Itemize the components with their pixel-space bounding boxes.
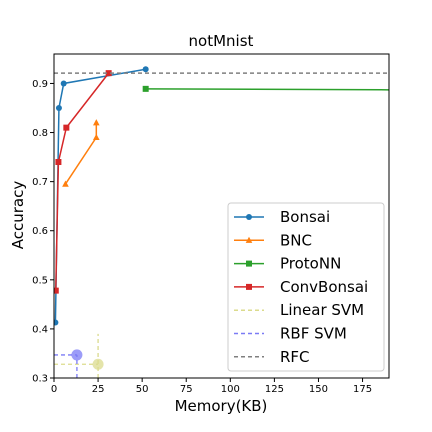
y-axis-label: Accuracy xyxy=(9,181,27,250)
series-bonsai-point-2 xyxy=(60,80,67,87)
legend-rbf-svm-label: RBF SVM xyxy=(280,325,347,343)
x-tick-label-4: 100 xyxy=(221,384,240,395)
series-protonn-line xyxy=(145,88,389,91)
series-convbonsai-line xyxy=(55,72,110,291)
legend-entry-rbf-svm: RBF SVM xyxy=(234,325,347,343)
legend-bonsai-marker xyxy=(246,214,252,220)
series-protonn-point-0 xyxy=(142,85,149,92)
y-tick-label-2: 0.5 xyxy=(32,275,48,286)
legend-entry-bonsai: Bonsai xyxy=(234,208,330,226)
legend-entry-protonn: ProtoNN xyxy=(234,255,341,273)
y-tick-label-1: 0.4 xyxy=(32,324,48,335)
x-tick-label-6: 150 xyxy=(309,384,328,395)
x-tick-label-7: 175 xyxy=(353,384,372,395)
series-protonn xyxy=(142,85,389,92)
series-bonsai-point-3 xyxy=(142,66,149,73)
series-bnc-point-1 xyxy=(93,133,100,141)
y-tick-label-0: 0.3 xyxy=(32,374,48,385)
series-convbonsai-point-3 xyxy=(105,70,112,77)
x-tick-label-3: 75 xyxy=(180,384,193,395)
legend-convbonsai-marker xyxy=(246,283,252,290)
x-axis-label: Memory(KB) xyxy=(175,397,268,415)
y-tick-label-3: 0.6 xyxy=(32,226,48,237)
series-bnc xyxy=(62,119,100,187)
x-tick-label-5: 125 xyxy=(265,384,284,395)
x-tick-label-2: 50 xyxy=(136,384,149,395)
legend-bnc-marker xyxy=(245,236,253,243)
legend-entry-rfc: RFC xyxy=(234,348,310,366)
legend-rfc-label: RFC xyxy=(280,348,310,366)
y-tick-label-4: 0.7 xyxy=(32,177,48,188)
series-rbf-svm xyxy=(54,349,83,378)
plot-area xyxy=(54,66,389,378)
legend-entry-linear-svm: Linear SVM xyxy=(234,301,364,319)
x-tick-label-0: 0 xyxy=(51,384,57,395)
y-tick-label-5: 0.8 xyxy=(32,128,48,139)
legend-protonn-marker xyxy=(246,260,252,267)
series-linear-svm-point-0 xyxy=(92,358,104,370)
series-convbonsai-point-0 xyxy=(54,287,59,294)
series-bonsai-point-0 xyxy=(54,319,59,326)
series-linear-svm xyxy=(54,333,104,378)
y-tick-label-6: 0.9 xyxy=(32,79,48,90)
series-rbf-svm-point-0 xyxy=(71,349,83,361)
legend-convbonsai-label: ConvBonsai xyxy=(280,278,368,296)
legend-bnc-label: BNC xyxy=(280,231,312,249)
x-tick-label-1: 25 xyxy=(92,384,105,395)
legend-entry-bnc: BNC xyxy=(234,231,312,249)
legend: Bonsai BNC ProtoNN ConvBonsai Linear SVM RBF … xyxy=(227,202,385,372)
plot-series-group xyxy=(54,66,389,378)
axes-frame xyxy=(53,53,390,379)
series-convbonsai xyxy=(54,70,112,294)
series-convbonsai-point-2 xyxy=(63,124,70,131)
series-bonsai-point-1 xyxy=(55,105,62,111)
axes: 0 25 50 75 100 125 150 175 0.3 0.4 0.5 0.6 0.7 0.8 0.9 xyxy=(32,53,390,395)
series-bnc-point-2 xyxy=(93,119,100,126)
legend-entry-convbonsai: ConvBonsai xyxy=(234,278,368,296)
chart-title: notMnist xyxy=(189,32,254,50)
legend-protonn-label: ProtoNN xyxy=(280,255,341,273)
series-convbonsai-point-1 xyxy=(55,159,62,165)
series-bnc-point-0 xyxy=(62,180,69,187)
legend-linear-svm-label: Linear SVM xyxy=(280,301,364,319)
legend-box xyxy=(227,202,385,372)
legend-bonsai-label: Bonsai xyxy=(280,208,330,226)
